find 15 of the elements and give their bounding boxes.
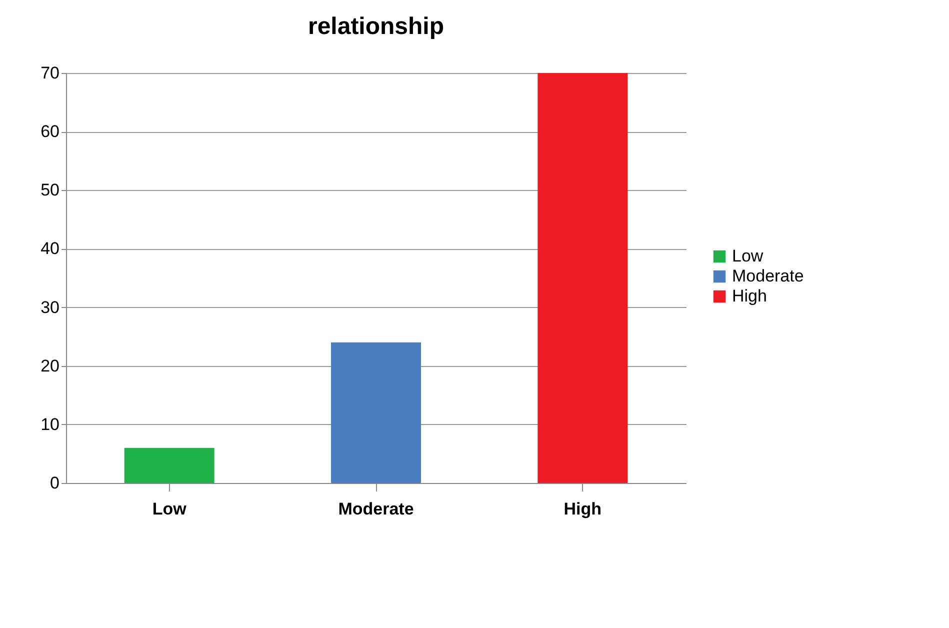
y-tick-label: 60 (40, 122, 60, 142)
y-tick-label: 30 (40, 298, 60, 317)
x-tick-label: Moderate (338, 500, 414, 518)
chart-title: relationship (308, 13, 444, 40)
legend-label: Moderate (732, 266, 804, 286)
legend-label: High (732, 286, 767, 306)
y-tick-label: 40 (40, 239, 60, 258)
x-tick-label: High (564, 500, 602, 518)
y-tick-label: 50 (40, 180, 60, 200)
y-tick-label: 20 (40, 356, 60, 376)
y-tick-label: 0 (50, 474, 60, 492)
y-tick-label: 70 (40, 64, 60, 82)
x-tick-label: Low (152, 500, 188, 518)
legend-label: Low (732, 246, 764, 266)
y-tick-label: 10 (40, 414, 60, 434)
